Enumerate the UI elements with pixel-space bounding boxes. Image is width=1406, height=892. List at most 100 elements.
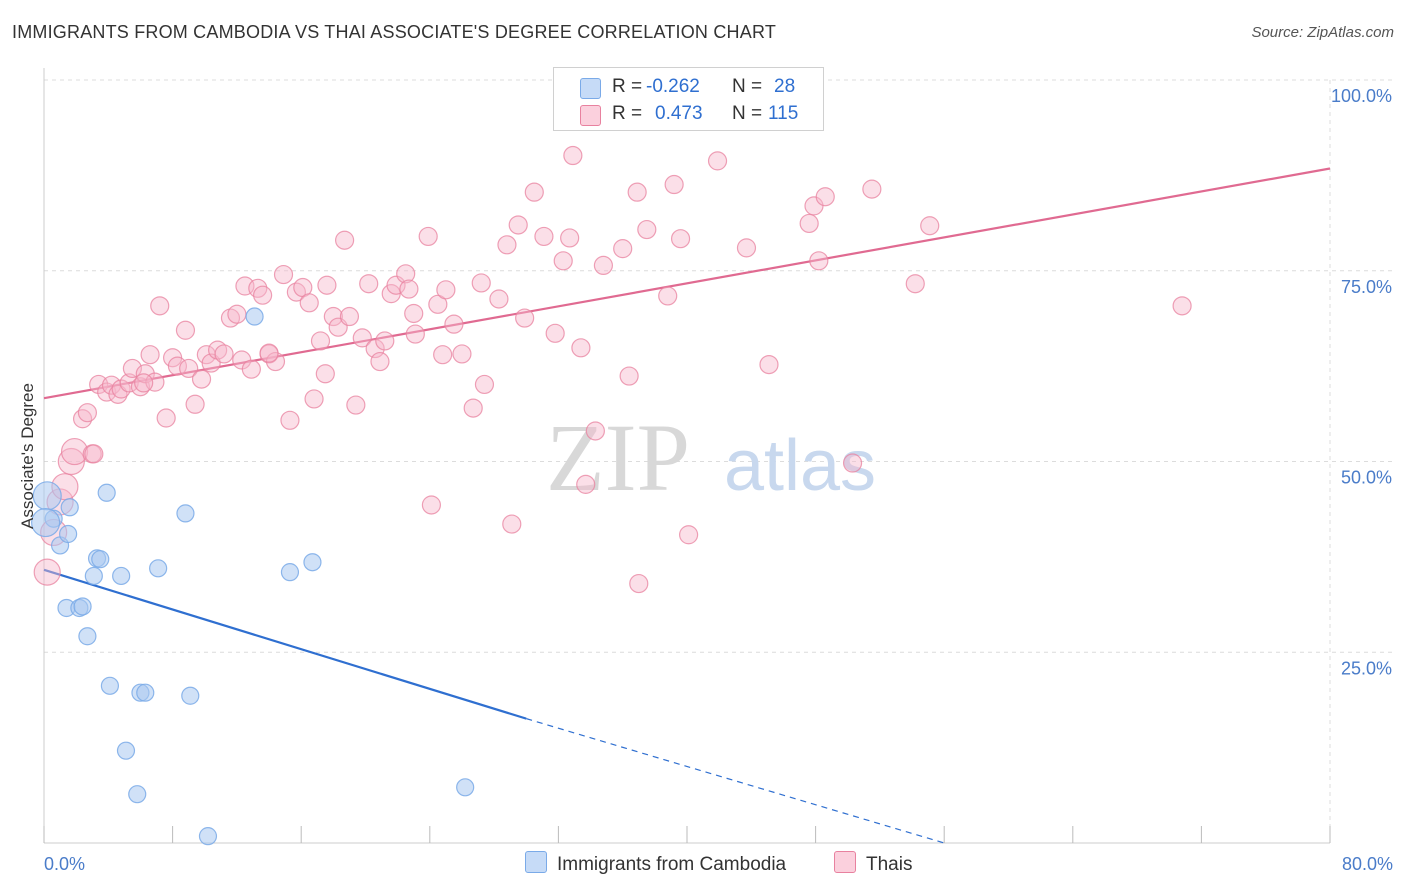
data-point-thais (534, 226, 554, 247)
data-point-thais (759, 354, 779, 375)
legend-r-value: 0.473 (655, 103, 703, 124)
data-point-cambodia (100, 676, 120, 695)
data-point-thais (629, 573, 649, 594)
data-point-thais (809, 251, 829, 271)
data-point-thais (396, 264, 416, 284)
data-point-thais (799, 213, 819, 234)
data-point-thais (815, 187, 835, 207)
data-point-thais (150, 296, 170, 316)
data-point-thais (920, 216, 940, 236)
data-point-thais (707, 151, 728, 171)
data-point-thais (179, 358, 199, 379)
data-point-cambodia (31, 507, 61, 538)
data-point-thais (502, 514, 522, 534)
data-point-thais (444, 314, 464, 334)
data-point-thais (497, 235, 517, 255)
data-point-thais (452, 344, 472, 364)
data-point-cambodia (181, 686, 200, 705)
bottom-legend-thais: Thais (834, 851, 912, 876)
data-point-thais (273, 264, 294, 285)
data-point-thais (905, 274, 925, 294)
data-point-cambodia (59, 524, 78, 544)
data-point-thais (404, 303, 424, 324)
data-point-thais (84, 444, 104, 464)
bottom-legend-label-thais: Thais (866, 854, 913, 875)
data-point-thais (57, 447, 85, 476)
data-point-cambodia (32, 481, 62, 511)
data-point-thais (108, 384, 128, 404)
data-point-thais (471, 273, 491, 293)
data-point-thais (339, 306, 360, 327)
data-point-thais (463, 398, 483, 418)
data-point-thais (119, 373, 139, 393)
data-point-thais (585, 421, 605, 441)
data-point-thais (474, 374, 495, 395)
data-point-thais (670, 229, 691, 249)
data-point-cambodia (303, 553, 322, 572)
legend-r-value: -0.262 (646, 76, 700, 97)
data-point-thais (489, 289, 509, 309)
legend-n-value: 28 (774, 76, 796, 97)
data-point-thais (310, 331, 331, 351)
y-tick-label: 75.0% (1341, 277, 1392, 297)
y-tick-label: 100.0% (1331, 86, 1392, 106)
data-point-cambodia (280, 563, 300, 582)
data-point-thais (613, 239, 633, 259)
data-point-thais (418, 226, 438, 247)
data-point-thais (185, 394, 205, 414)
data-point-thais (317, 275, 337, 295)
legend-n-label: N = (732, 76, 763, 97)
data-point-cambodia (198, 827, 218, 846)
data-point-thais (436, 280, 456, 300)
data-point-cambodia (245, 307, 264, 326)
data-point-thais (175, 320, 196, 340)
tick-labels: 25.0% 50.0% 75.0% 100.0% 0.0% 80.0% (44, 86, 1393, 874)
legend-r-label: R = (612, 103, 643, 124)
y-axis-label: Associate's Degree (18, 383, 37, 529)
data-point-thais (553, 251, 573, 271)
y-tick-label: 25.0% (1341, 658, 1392, 678)
data-point-thais (862, 179, 882, 199)
stats-legend: R = -0.262 N = 28 R = 0.473 N = 115 (553, 67, 824, 131)
x-tick-label: 80.0% (1342, 854, 1393, 874)
data-point-cambodia (116, 741, 136, 760)
data-point-thais (241, 359, 261, 379)
data-point-thais (619, 366, 639, 386)
bottom-legend-cambodia: Immigrants from Cambodia (525, 851, 786, 876)
data-point-thais (571, 338, 591, 358)
data-point-thais (515, 308, 535, 328)
data-point-cambodia (136, 683, 155, 702)
trend-lines (43, 167, 1331, 844)
data-point-thais (191, 369, 212, 389)
data-point-thais (134, 373, 154, 393)
legend-n-label: N = (732, 103, 763, 124)
data-point-cambodia (73, 597, 92, 616)
data-point-thais (33, 558, 61, 586)
data-point-thais (60, 437, 89, 466)
trend-line-thais (43, 167, 1331, 400)
series-cambodia (31, 307, 475, 846)
data-point-thais (315, 364, 335, 384)
data-point-thais (593, 255, 614, 276)
data-point-cambodia (78, 627, 97, 646)
data-point-thais (375, 331, 395, 351)
data-point-thais (842, 453, 863, 473)
data-point-cambodia (112, 566, 131, 586)
axes (43, 68, 1331, 844)
data-point-cambodia (176, 504, 195, 523)
data-point-thais (736, 238, 757, 258)
data-point-thais (346, 395, 366, 415)
data-point-thais (227, 304, 247, 324)
data-point-thais (370, 351, 390, 372)
data-point-thais (524, 182, 544, 202)
x-tick-label: 0.0% (44, 854, 85, 874)
data-point-thais (253, 285, 273, 305)
data-point-thais (335, 230, 355, 250)
legend-swatch-thais (580, 105, 601, 126)
data-point-thais (664, 174, 684, 195)
data-point-thais (563, 145, 583, 166)
data-point-thais (627, 182, 647, 202)
data-point-thais (122, 358, 143, 379)
data-point-thais (214, 344, 234, 364)
data-point-cambodia (60, 498, 79, 517)
